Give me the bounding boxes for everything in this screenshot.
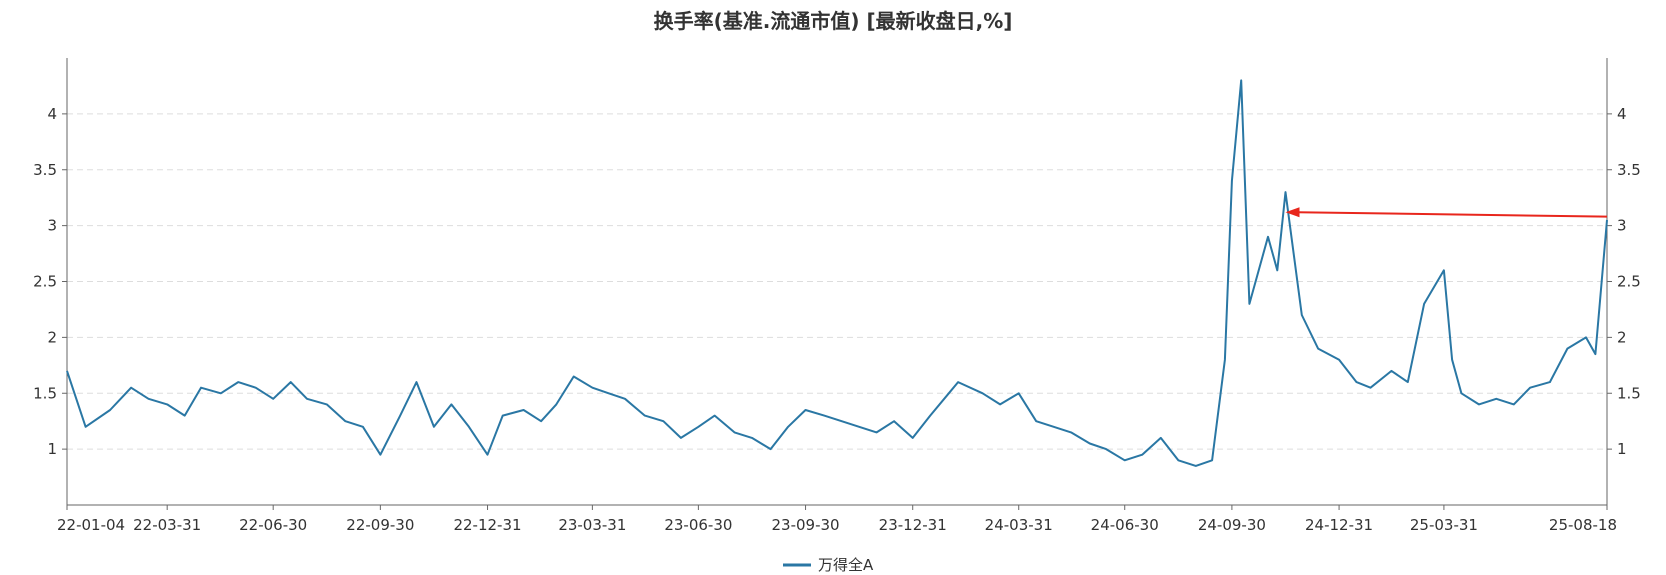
y-tick-label-left: 1.5 <box>33 384 57 402</box>
x-tick-label: 25-08-18 <box>1549 516 1617 534</box>
y-tick-label-left: 4 <box>47 105 57 123</box>
x-tick-label: 22-06-30 <box>239 516 307 534</box>
x-tick-label: 24-12-31 <box>1305 516 1373 534</box>
y-tick-label-left: 2.5 <box>33 273 57 291</box>
y-tick-label-right: 2 <box>1617 328 1627 346</box>
annotation-layer <box>1285 207 1608 218</box>
left-y-tick-labels: 1 1.5 2 2.5 3 3.5 4 <box>33 105 67 458</box>
x-tick-label: 22-09-30 <box>346 516 414 534</box>
y-tick-label-left: 1 <box>47 440 57 458</box>
x-tick-label: 23-12-31 <box>879 516 947 534</box>
legend-label: 万得全A <box>818 556 874 574</box>
x-tick-labels: 22-01-04 22-03-31 22-06-30 22-09-30 22-12-31… <box>57 505 1617 534</box>
legend[interactable]: 万得全A <box>783 556 874 574</box>
x-tick-label: 24-03-31 <box>985 516 1053 534</box>
y-tick-label-left: 3.5 <box>33 161 57 179</box>
y-tick-label-right: 3 <box>1617 217 1627 235</box>
x-tick-label: 23-06-30 <box>664 516 732 534</box>
grid-lines <box>67 113 1607 450</box>
series-line-wande-all-a <box>66 79 1608 467</box>
y-tick-label-right: 2.5 <box>1617 273 1641 291</box>
y-tick-label-left: 2 <box>47 328 57 346</box>
x-tick-label: 22-01-04 <box>57 516 125 534</box>
series-layer <box>66 79 1608 467</box>
x-tick-label: 23-09-30 <box>772 516 840 534</box>
chart-title: 换手率(基准.流通市值) [最新收盘日,%] <box>654 9 1013 33</box>
y-tick-label-right: 1 <box>1617 440 1627 458</box>
x-tick-label: 23-03-31 <box>558 516 626 534</box>
right-y-tick-labels: 1 1.5 2 2.5 3 3.5 4 <box>1607 105 1641 458</box>
annotation-arrow-line <box>1297 211 1608 218</box>
y-tick-label-left: 3 <box>47 217 57 235</box>
x-tick-label: 24-09-30 <box>1198 516 1266 534</box>
y-tick-label-right: 1.5 <box>1617 384 1641 402</box>
x-tick-label: 22-12-31 <box>453 516 521 534</box>
annotation-arrow-head <box>1285 207 1300 218</box>
x-tick-label: 22-03-31 <box>133 516 201 534</box>
y-tick-label-right: 3.5 <box>1617 161 1641 179</box>
x-tick-label: 24-06-30 <box>1091 516 1159 534</box>
y-tick-label-right: 4 <box>1617 105 1627 123</box>
x-tick-label: 25-03-31 <box>1410 516 1478 534</box>
